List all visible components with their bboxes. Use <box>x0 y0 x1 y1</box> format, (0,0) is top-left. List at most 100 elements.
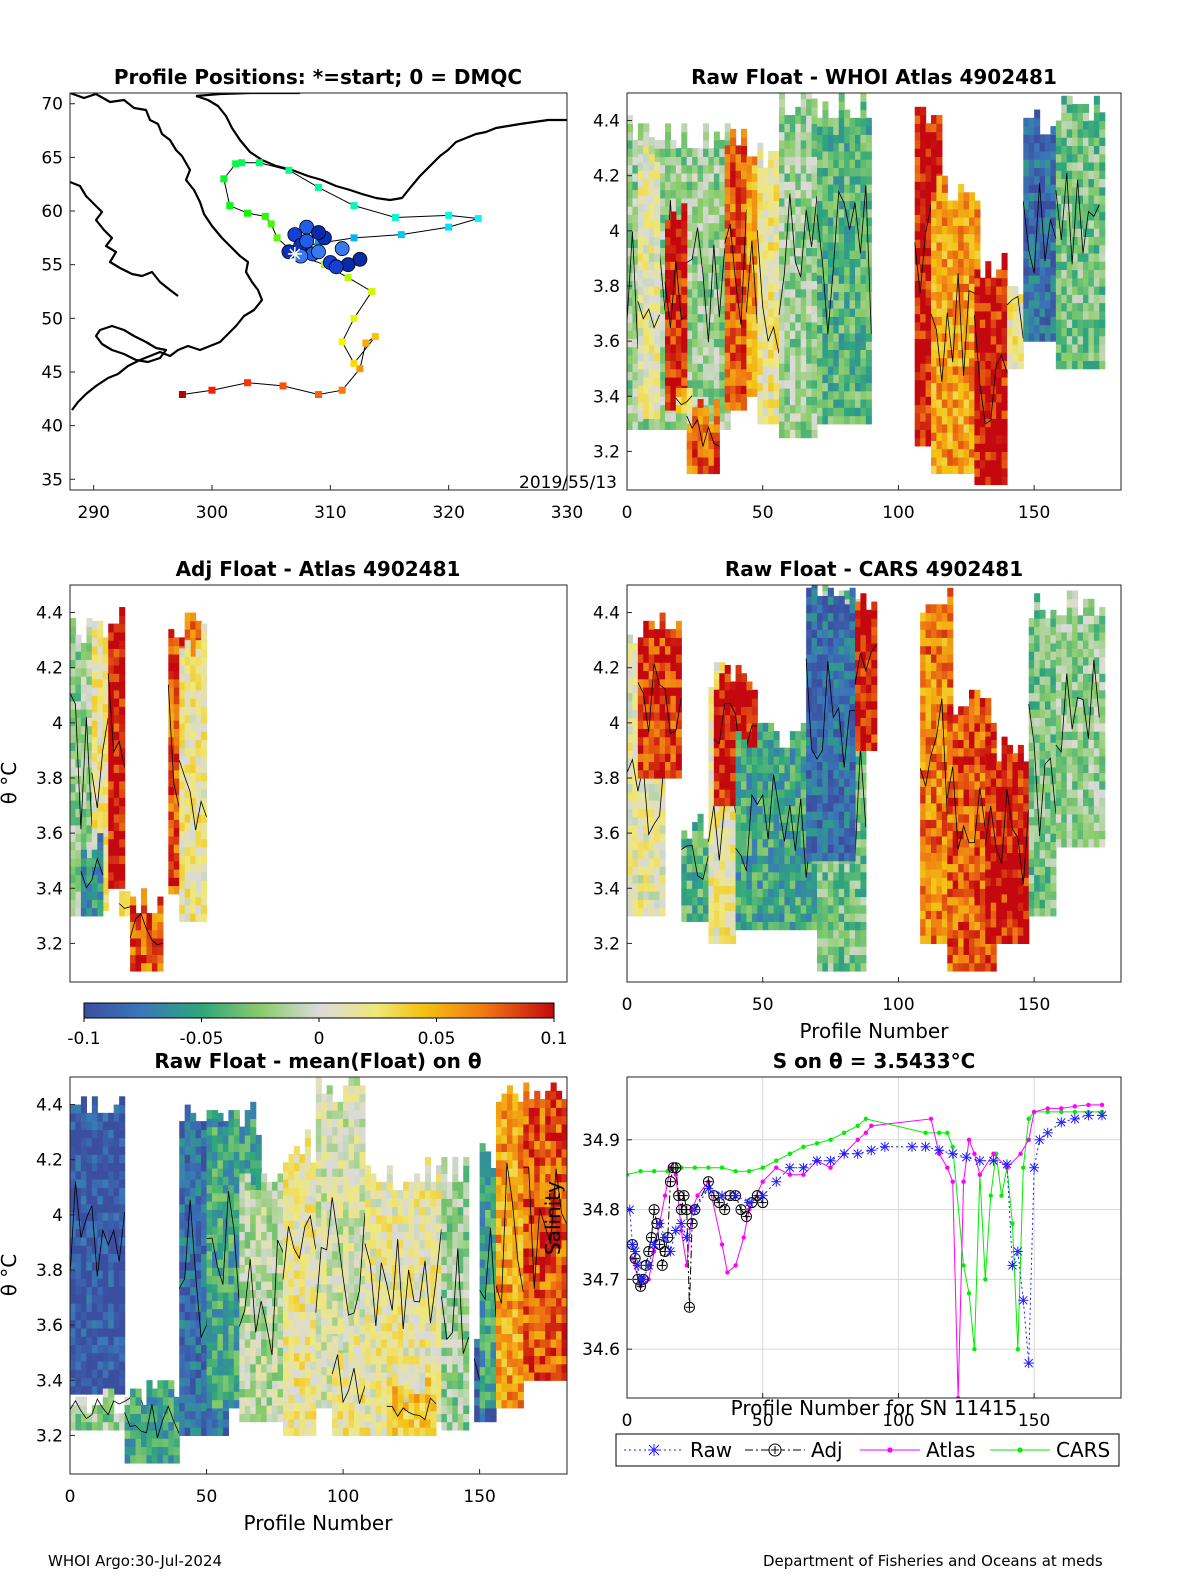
cars-point <box>972 1347 976 1351</box>
adj-point <box>714 1198 724 1208</box>
track-point <box>398 231 405 238</box>
raw-point <box>1018 1295 1028 1305</box>
raw-atlas-block <box>974 253 1007 485</box>
atlas-point <box>1018 1152 1022 1156</box>
raw-mean-xtick: 0 <box>65 1487 76 1507</box>
track-point <box>315 391 322 398</box>
cars-point <box>945 1131 949 1135</box>
raw-point <box>1083 1110 1093 1120</box>
raw-mean-title: Raw Float - mean(Float) on θ <box>154 1049 481 1073</box>
atlas-point <box>1046 1106 1050 1110</box>
raw-atlas-ytick: 4.2 <box>593 167 620 187</box>
cars-point <box>638 1169 642 1173</box>
adj-atlas-ytick: 4.2 <box>36 659 63 679</box>
positions-frame <box>70 93 567 490</box>
raw-atlas-ytick: 3.6 <box>593 332 620 352</box>
adj-atlas-title: Adj Float - Atlas 4902481 <box>176 557 461 581</box>
cars-point <box>1016 1347 1020 1351</box>
atlas-point <box>869 1124 873 1128</box>
salinity-title: S on θ = 3.5433°C <box>773 1049 976 1073</box>
track-point <box>262 213 269 220</box>
track-point <box>339 338 346 345</box>
atlas-point <box>1100 1103 1104 1107</box>
raw-point <box>1043 1128 1053 1138</box>
raw-atlas-block <box>665 203 687 410</box>
raw-point <box>703 1184 713 1194</box>
salinity-ytick: 34.6 <box>582 1340 620 1360</box>
positions-ytick: 70 <box>41 95 63 115</box>
track-point <box>351 234 358 241</box>
dmqc-point <box>335 242 349 256</box>
raw-mean-xlabel: Profile Number <box>244 1511 394 1535</box>
atlas-point <box>972 1152 976 1156</box>
atlas-point <box>720 1242 724 1246</box>
raw-mean-block <box>125 1380 180 1463</box>
raw-cars-block <box>985 737 1029 944</box>
raw-point <box>1097 1110 1107 1120</box>
series-raw <box>625 1110 1107 1368</box>
positions-xtick: 330 <box>551 503 583 523</box>
adj-atlas-block <box>179 624 207 922</box>
adj-atlas-ytick: 3.6 <box>36 824 63 844</box>
atlas-point <box>967 1138 971 1142</box>
colorbar-tick: -0.1 <box>67 1029 100 1049</box>
raw-cars-ytick: 4.4 <box>593 604 620 624</box>
adj-point <box>736 1205 746 1215</box>
track-point <box>238 159 245 166</box>
positions-xtick: 310 <box>314 503 346 523</box>
raw-point <box>771 1177 781 1187</box>
cars-point <box>999 1193 1003 1197</box>
raw-cars-ytick: 3.2 <box>593 934 620 954</box>
raw-point <box>839 1149 849 1159</box>
raw-atlas-block <box>817 93 872 424</box>
raw-point <box>853 1149 863 1159</box>
raw-mean-ytick: 4 <box>52 1206 63 1226</box>
raw-mean-heatmap <box>70 1077 568 1464</box>
track-line <box>182 163 478 395</box>
track-point <box>392 214 399 221</box>
atlas-point <box>978 1172 982 1176</box>
atlas-point <box>663 1193 667 1197</box>
adj-atlas-block <box>130 888 163 971</box>
adj-point <box>684 1302 694 1312</box>
atlas-point <box>961 1179 965 1183</box>
raw-point <box>798 1163 808 1173</box>
raw-atlas-xtick: 100 <box>882 503 914 523</box>
positions-ytick: 65 <box>41 148 63 168</box>
raw-atlas-block <box>638 137 660 419</box>
positions-xtick: 300 <box>196 503 228 523</box>
raw-atlas-block <box>757 143 779 425</box>
raw-atlas-heatmap <box>627 90 1105 485</box>
track-point <box>274 234 281 241</box>
raw-point <box>731 1191 741 1201</box>
raw-mean-ytick: 3.6 <box>36 1316 63 1336</box>
raw-mean-ytick: 3.2 <box>36 1426 63 1446</box>
cars-point <box>923 1131 927 1135</box>
raw-point <box>921 1142 931 1152</box>
dmqc-point <box>300 234 314 248</box>
positions-ytick: 35 <box>41 470 63 490</box>
raw-mean-xtick: 50 <box>196 1487 218 1507</box>
dmqc-point <box>312 225 326 239</box>
positions-ytick: 45 <box>41 363 63 383</box>
track-point <box>345 274 352 281</box>
raw-atlas-block <box>931 176 980 474</box>
salinity-ytick: 34.9 <box>582 1131 620 1151</box>
salinity-series <box>625 1103 1107 1400</box>
salinity-xtick: 150 <box>1018 1411 1050 1431</box>
track-point <box>315 184 322 191</box>
raw-cars-xlabel: Profile Number <box>800 1019 950 1043</box>
track-point <box>268 220 275 227</box>
cars-point <box>1021 1166 1025 1170</box>
raw-atlas-ytick: 4 <box>609 222 620 242</box>
raw-mean-block <box>283 1129 316 1436</box>
track-point <box>220 175 227 182</box>
raw-mean-block <box>365 1157 448 1422</box>
cars-point <box>1073 1110 1077 1114</box>
